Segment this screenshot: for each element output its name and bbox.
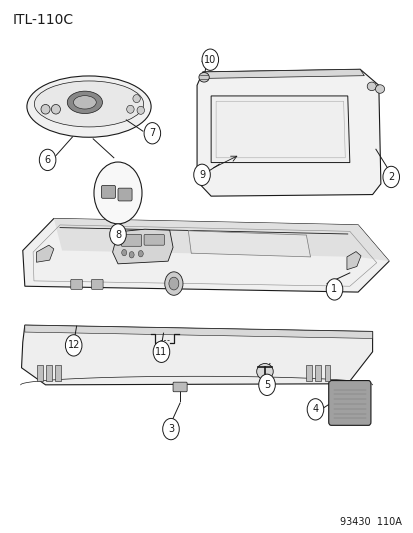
Bar <box>315 365 320 381</box>
FancyBboxPatch shape <box>91 279 103 289</box>
Bar <box>306 365 311 381</box>
FancyBboxPatch shape <box>144 235 164 245</box>
Circle shape <box>94 162 142 224</box>
Text: 1: 1 <box>331 285 337 294</box>
Polygon shape <box>211 96 349 163</box>
Circle shape <box>39 149 56 171</box>
Text: 93430  110A: 93430 110A <box>339 516 401 527</box>
Text: 9: 9 <box>199 170 204 180</box>
Circle shape <box>129 252 134 258</box>
Polygon shape <box>23 219 388 292</box>
FancyBboxPatch shape <box>101 185 115 198</box>
Bar <box>46 365 52 381</box>
Ellipse shape <box>133 94 140 102</box>
Text: 2: 2 <box>387 172 394 182</box>
Ellipse shape <box>41 104 50 114</box>
Polygon shape <box>54 219 388 261</box>
Circle shape <box>153 341 169 362</box>
Text: 6: 6 <box>45 155 50 165</box>
Ellipse shape <box>137 106 144 114</box>
Circle shape <box>193 164 210 185</box>
Ellipse shape <box>198 72 209 82</box>
Circle shape <box>121 249 126 256</box>
Text: 8: 8 <box>115 230 121 239</box>
Circle shape <box>144 123 160 144</box>
Text: 7: 7 <box>149 128 155 138</box>
Polygon shape <box>202 69 363 78</box>
Circle shape <box>162 418 179 440</box>
Bar <box>55 365 61 381</box>
Circle shape <box>109 224 126 245</box>
Ellipse shape <box>126 106 134 114</box>
Ellipse shape <box>366 82 375 91</box>
Ellipse shape <box>27 76 151 137</box>
Text: 11: 11 <box>155 347 167 357</box>
Text: ITL-110C: ITL-110C <box>12 13 74 27</box>
Polygon shape <box>346 252 360 270</box>
Text: 4: 4 <box>312 405 318 414</box>
Circle shape <box>382 166 399 188</box>
Polygon shape <box>197 69 380 196</box>
Circle shape <box>202 49 218 70</box>
Ellipse shape <box>51 104 60 114</box>
Text: 3: 3 <box>168 424 173 434</box>
Circle shape <box>164 272 183 295</box>
Text: 12: 12 <box>67 341 80 350</box>
Polygon shape <box>112 229 173 264</box>
Polygon shape <box>36 245 54 262</box>
Ellipse shape <box>67 91 102 114</box>
Ellipse shape <box>74 95 96 109</box>
FancyBboxPatch shape <box>173 382 187 392</box>
Ellipse shape <box>375 85 384 93</box>
FancyBboxPatch shape <box>71 279 82 289</box>
Ellipse shape <box>256 364 273 379</box>
Polygon shape <box>25 325 372 338</box>
Circle shape <box>325 279 342 300</box>
Bar <box>37 365 43 381</box>
Polygon shape <box>21 325 372 385</box>
FancyBboxPatch shape <box>328 381 370 425</box>
FancyBboxPatch shape <box>118 188 132 201</box>
Circle shape <box>306 399 323 420</box>
Circle shape <box>138 251 143 257</box>
Bar <box>324 365 330 381</box>
FancyBboxPatch shape <box>121 235 141 246</box>
Text: 5: 5 <box>263 380 270 390</box>
Polygon shape <box>188 231 310 257</box>
Text: 10: 10 <box>204 55 216 64</box>
Ellipse shape <box>34 81 143 127</box>
Circle shape <box>169 277 178 290</box>
Circle shape <box>258 374 275 395</box>
Circle shape <box>65 335 82 356</box>
